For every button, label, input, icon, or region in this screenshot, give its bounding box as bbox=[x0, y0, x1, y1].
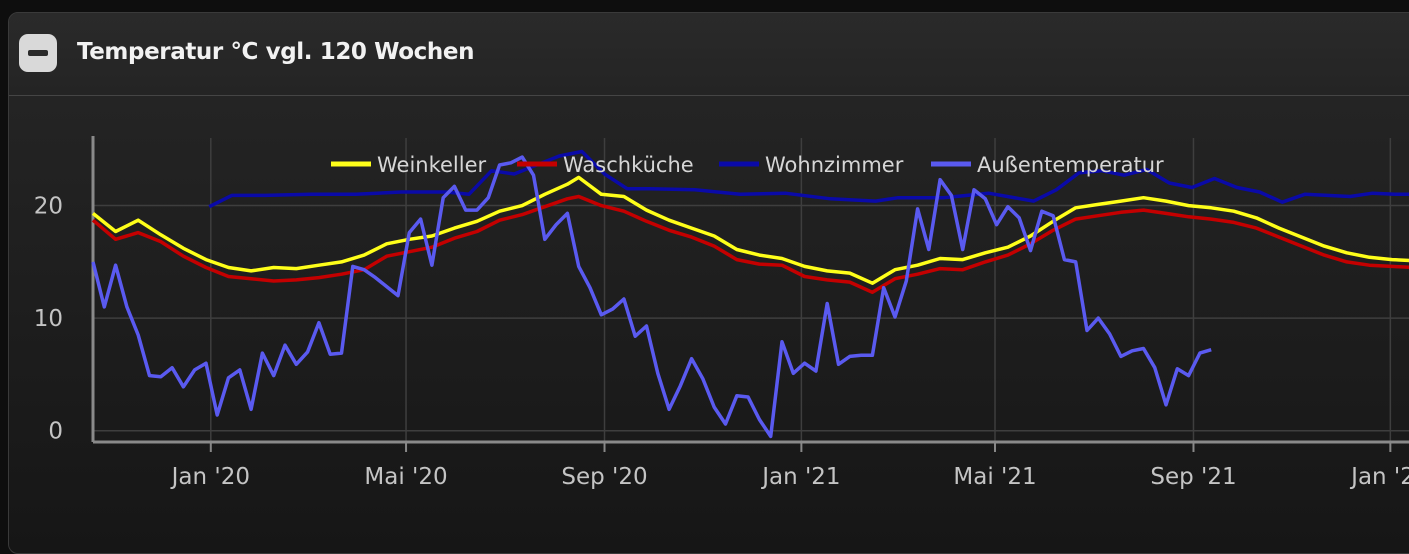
x-tick-label: Jan '20 bbox=[170, 464, 250, 490]
legend-label-wohnzimmer: Wohnzimmer bbox=[765, 153, 904, 177]
line-chart: 0 10 20 Jan '20 Mai '20 Sep '20 Jan '21 Mai '21… bbox=[34, 136, 1409, 490]
panel-title: Temperatur °C vgl. 120 Wochen bbox=[77, 39, 475, 65]
x-tick-label: Sep '20 bbox=[561, 464, 647, 490]
collapse-button[interactable] bbox=[19, 34, 57, 72]
chart-panel: Temperatur °C vgl. 120 Wochen 0 10 20 Jan '… bbox=[8, 12, 1409, 554]
x-tick-label: Jan '22 bbox=[1349, 464, 1409, 490]
legend-label-weinkeller: Weinkeller bbox=[377, 153, 487, 177]
x-tick-label: Jan '21 bbox=[760, 464, 840, 490]
series-line-waschkueche bbox=[91, 194, 1409, 295]
minus-icon bbox=[28, 50, 48, 56]
legend-label-waschkueche: Waschküche bbox=[563, 153, 694, 177]
y-tick-label: 20 bbox=[34, 194, 63, 220]
x-tick-label: Sep '21 bbox=[1150, 464, 1236, 490]
series-line-weinkeller bbox=[91, 175, 1409, 285]
series-line-aussentemperatur bbox=[91, 155, 1212, 439]
chart-area: 0 10 20 Jan '20 Mai '20 Sep '20 Jan '21 Mai '21… bbox=[9, 96, 1409, 553]
series-line-wohnzimmer bbox=[208, 149, 1409, 209]
legend-label-aussentemperatur: Außentemperatur bbox=[977, 153, 1164, 177]
x-tick-label: Mai '20 bbox=[364, 464, 447, 490]
x-tick-label: Mai '21 bbox=[953, 464, 1036, 490]
y-tick-label: 10 bbox=[34, 306, 63, 332]
panel-header: Temperatur °C vgl. 120 Wochen bbox=[9, 13, 1409, 96]
y-tick-label: 0 bbox=[48, 419, 63, 445]
